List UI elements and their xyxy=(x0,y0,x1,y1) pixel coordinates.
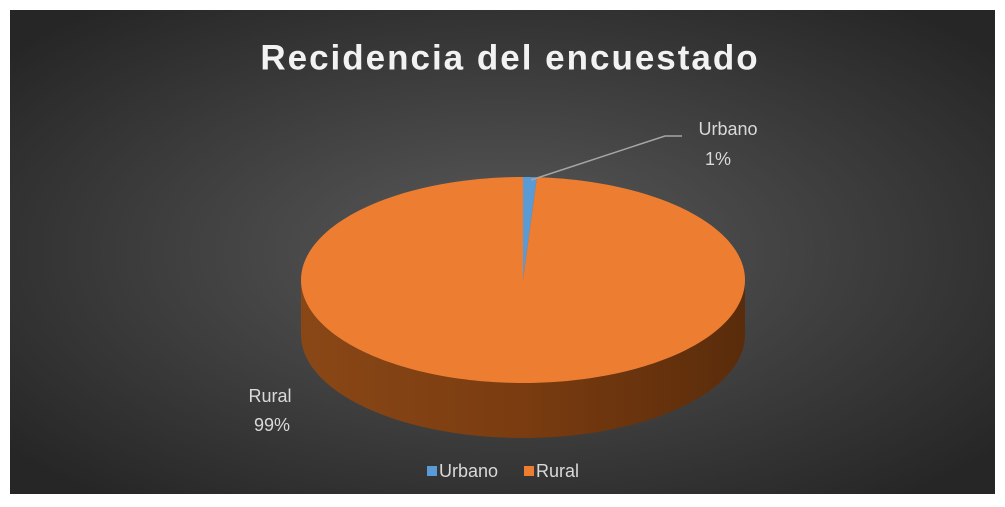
legend-label: Rural xyxy=(536,461,579,481)
pie-slice xyxy=(301,177,745,383)
pie-slice xyxy=(523,177,537,280)
chart-title: Recidencia del encuestado xyxy=(260,38,759,77)
legend-swatch xyxy=(427,466,437,476)
data-label-value: 1% xyxy=(705,149,731,169)
legend-swatch xyxy=(524,466,534,476)
pie-side xyxy=(301,280,745,438)
legend-label: Urbano xyxy=(439,461,498,481)
data-label-name: Rural xyxy=(248,386,291,406)
data-label-value: 99% xyxy=(254,415,290,435)
leader-line xyxy=(530,135,682,181)
data-label-name: Urbano xyxy=(698,119,757,139)
